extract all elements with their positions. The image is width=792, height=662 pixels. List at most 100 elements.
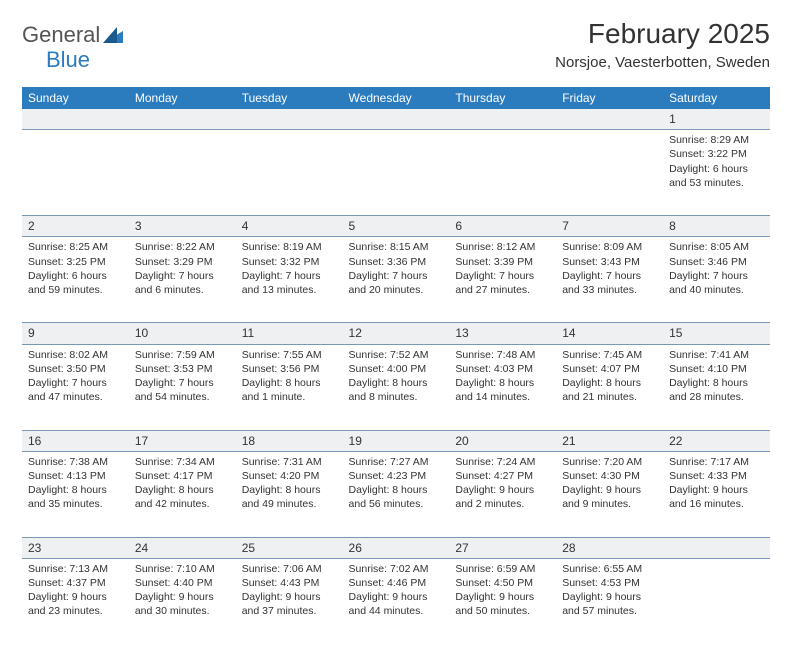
sunset-text: Sunset: 4:07 PM <box>562 362 657 376</box>
location-text: Norsjoe, Vaesterbotten, Sweden <box>555 54 770 71</box>
day2-text: and 59 minutes. <box>28 283 123 297</box>
sunset-text: Sunset: 4:50 PM <box>455 576 550 590</box>
day1-text: Daylight: 7 hours <box>135 269 230 283</box>
day-number-cell: 10 <box>129 323 236 344</box>
sunrise-text: Sunrise: 7:24 AM <box>455 455 550 469</box>
day-cell: Sunrise: 8:02 AMSunset: 3:50 PMDaylight:… <box>22 344 129 430</box>
day-cell: Sunrise: 7:38 AMSunset: 4:13 PMDaylight:… <box>22 451 129 537</box>
day-number-cell: 3 <box>129 216 236 237</box>
day1-text: Daylight: 9 hours <box>135 590 230 604</box>
day-cell <box>236 130 343 216</box>
day-number-cell: 18 <box>236 430 343 451</box>
day1-text: Daylight: 8 hours <box>242 376 337 390</box>
day-cell: Sunrise: 7:17 AMSunset: 4:33 PMDaylight:… <box>663 451 770 537</box>
day2-text: and 35 minutes. <box>28 497 123 511</box>
day-cell <box>343 130 450 216</box>
day-number-cell: 5 <box>343 216 450 237</box>
sunset-text: Sunset: 3:29 PM <box>135 255 230 269</box>
logo-mark-icon <box>103 25 123 46</box>
sunrise-text: Sunrise: 7:17 AM <box>669 455 764 469</box>
day2-text: and 53 minutes. <box>669 176 764 190</box>
day-number-cell: 21 <box>556 430 663 451</box>
sunrise-text: Sunrise: 7:02 AM <box>349 562 444 576</box>
day-cell: Sunrise: 7:45 AMSunset: 4:07 PMDaylight:… <box>556 344 663 430</box>
day2-text: and 28 minutes. <box>669 390 764 404</box>
day2-text: and 21 minutes. <box>562 390 657 404</box>
day-number-cell: 16 <box>22 430 129 451</box>
day-number-row: 1 <box>22 109 770 130</box>
sunrise-text: Sunrise: 7:06 AM <box>242 562 337 576</box>
sunset-text: Sunset: 3:39 PM <box>455 255 550 269</box>
sunset-text: Sunset: 3:53 PM <box>135 362 230 376</box>
day-cell <box>22 130 129 216</box>
day-number-cell: 15 <box>663 323 770 344</box>
day1-text: Daylight: 8 hours <box>349 376 444 390</box>
sunrise-text: Sunrise: 7:45 AM <box>562 348 657 362</box>
sunset-text: Sunset: 4:23 PM <box>349 469 444 483</box>
sunset-text: Sunset: 3:56 PM <box>242 362 337 376</box>
day-cell: Sunrise: 8:15 AMSunset: 3:36 PMDaylight:… <box>343 237 450 323</box>
day1-text: Daylight: 9 hours <box>455 483 550 497</box>
day-cell: Sunrise: 8:12 AMSunset: 3:39 PMDaylight:… <box>449 237 556 323</box>
day2-text: and 42 minutes. <box>135 497 230 511</box>
sunrise-text: Sunrise: 7:38 AM <box>28 455 123 469</box>
day-number-cell: 23 <box>22 537 129 558</box>
day-cell: Sunrise: 7:55 AMSunset: 3:56 PMDaylight:… <box>236 344 343 430</box>
day1-text: Daylight: 7 hours <box>562 269 657 283</box>
sunrise-text: Sunrise: 8:19 AM <box>242 240 337 254</box>
day1-text: Daylight: 9 hours <box>349 590 444 604</box>
month-title: February 2025 <box>555 18 770 50</box>
sunrise-text: Sunrise: 7:31 AM <box>242 455 337 469</box>
sunset-text: Sunset: 4:20 PM <box>242 469 337 483</box>
day2-text: and 2 minutes. <box>455 497 550 511</box>
day1-text: Daylight: 8 hours <box>135 483 230 497</box>
day1-text: Daylight: 9 hours <box>28 590 123 604</box>
day1-text: Daylight: 8 hours <box>28 483 123 497</box>
weekday-header: Monday <box>129 87 236 109</box>
sunrise-text: Sunrise: 8:25 AM <box>28 240 123 254</box>
day-cell <box>129 130 236 216</box>
sunrise-text: Sunrise: 7:13 AM <box>28 562 123 576</box>
day-number-cell: 7 <box>556 216 663 237</box>
sunrise-text: Sunrise: 8:22 AM <box>135 240 230 254</box>
day-number-cell: 19 <box>343 430 450 451</box>
day-number-cell: 14 <box>556 323 663 344</box>
day2-text: and 40 minutes. <box>669 283 764 297</box>
day-number-row: 2345678 <box>22 216 770 237</box>
day-number-cell: 11 <box>236 323 343 344</box>
day-cell: Sunrise: 7:27 AMSunset: 4:23 PMDaylight:… <box>343 451 450 537</box>
day1-text: Daylight: 7 hours <box>669 269 764 283</box>
sunrise-text: Sunrise: 8:15 AM <box>349 240 444 254</box>
day-cell: Sunrise: 7:13 AMSunset: 4:37 PMDaylight:… <box>22 558 129 644</box>
day-number-cell: 9 <box>22 323 129 344</box>
day-content-row: Sunrise: 8:02 AMSunset: 3:50 PMDaylight:… <box>22 344 770 430</box>
day-number-row: 232425262728 <box>22 537 770 558</box>
sunset-text: Sunset: 3:36 PM <box>349 255 444 269</box>
weekday-header: Sunday <box>22 87 129 109</box>
day-number-cell: 22 <box>663 430 770 451</box>
day-number-cell: 13 <box>449 323 556 344</box>
sunset-text: Sunset: 4:10 PM <box>669 362 764 376</box>
weekday-header: Friday <box>556 87 663 109</box>
sunrise-text: Sunrise: 7:41 AM <box>669 348 764 362</box>
weekday-header-row: Sunday Monday Tuesday Wednesday Thursday… <box>22 87 770 109</box>
day1-text: Daylight: 7 hours <box>135 376 230 390</box>
logo: General <box>22 18 123 48</box>
day-number-cell: 17 <box>129 430 236 451</box>
sunrise-text: Sunrise: 8:02 AM <box>28 348 123 362</box>
logo-text-part1: General <box>22 22 100 48</box>
day1-text: Daylight: 7 hours <box>28 376 123 390</box>
day-number-cell: 26 <box>343 537 450 558</box>
day1-text: Daylight: 8 hours <box>242 483 337 497</box>
day1-text: Daylight: 6 hours <box>669 162 764 176</box>
day-number-cell: 4 <box>236 216 343 237</box>
sunset-text: Sunset: 4:03 PM <box>455 362 550 376</box>
sunset-text: Sunset: 4:40 PM <box>135 576 230 590</box>
day1-text: Daylight: 7 hours <box>455 269 550 283</box>
day-number-cell <box>129 109 236 130</box>
day-cell: Sunrise: 8:25 AMSunset: 3:25 PMDaylight:… <box>22 237 129 323</box>
day-cell: Sunrise: 7:41 AMSunset: 4:10 PMDaylight:… <box>663 344 770 430</box>
sunrise-text: Sunrise: 8:09 AM <box>562 240 657 254</box>
day-number-cell: 28 <box>556 537 663 558</box>
sunrise-text: Sunrise: 8:12 AM <box>455 240 550 254</box>
